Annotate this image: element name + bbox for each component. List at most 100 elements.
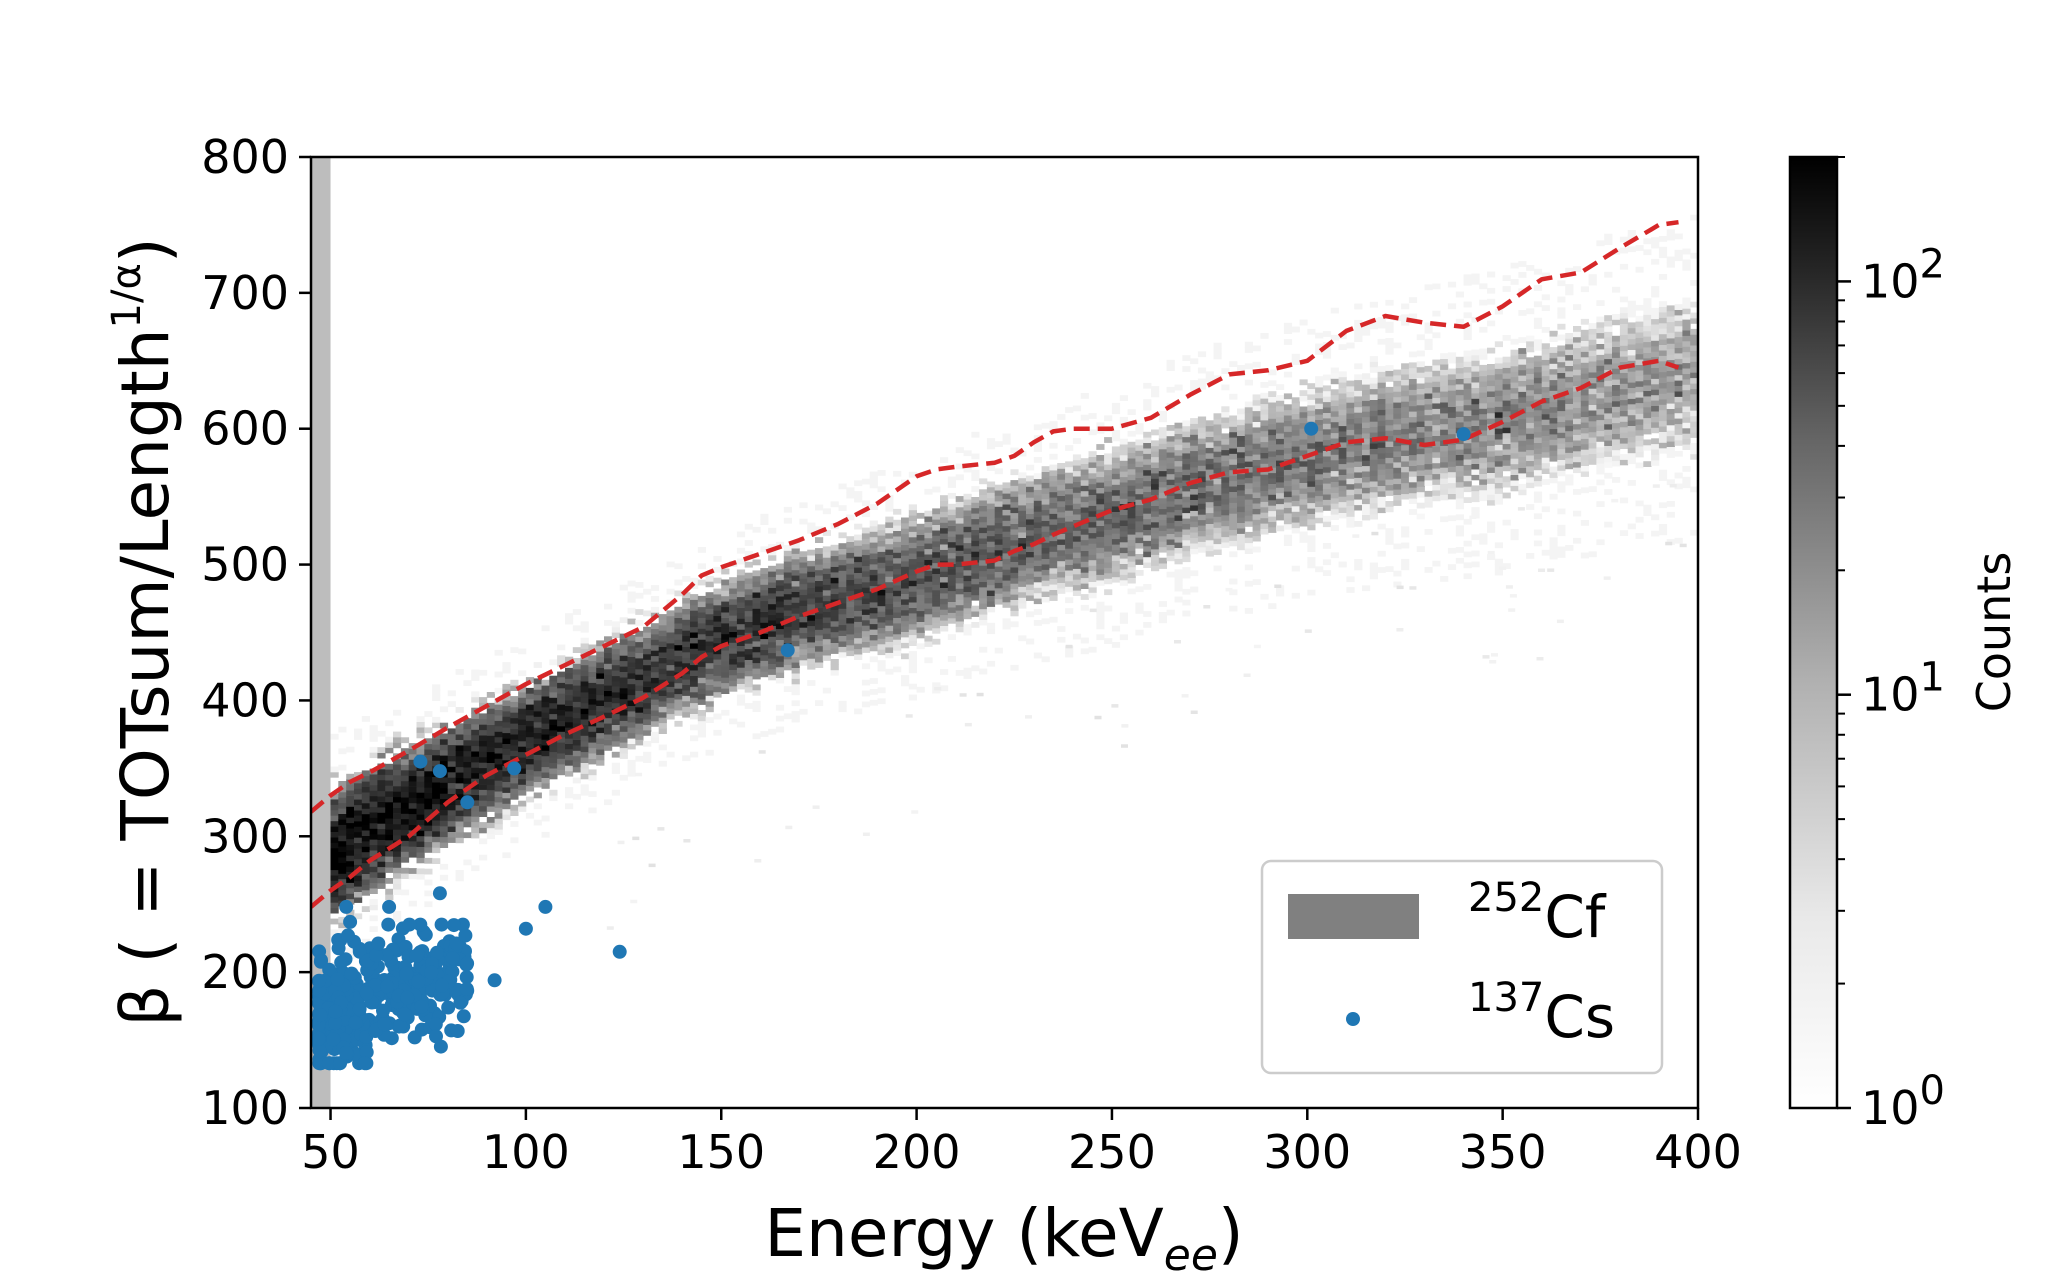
heatmap-cell [1002, 596, 1011, 603]
heatmap-cell [1276, 487, 1285, 494]
heatmap-cell [1197, 367, 1207, 374]
heatmap-cell [1346, 500, 1355, 506]
heatmap-cell [1072, 541, 1082, 548]
heatmap-cell [1354, 319, 1363, 326]
heatmap-cell [1447, 466, 1457, 473]
heatmap-cell [791, 689, 800, 696]
heatmap-cell [1557, 307, 1566, 314]
heatmap-cell [1072, 481, 1082, 488]
heatmap-cell [1643, 249, 1652, 256]
heatmap-cell [1518, 397, 1527, 403]
heatmap-cell [1541, 392, 1550, 398]
heatmap-cell [986, 606, 996, 613]
heatmap-cell [565, 738, 574, 744]
heatmap-cell [736, 694, 746, 701]
heatmap-cell [1369, 410, 1378, 417]
heatmap-cell [666, 751, 675, 758]
heatmap-cell [768, 598, 777, 605]
heatmap-cell [940, 587, 949, 594]
heatmap-cell [1471, 561, 1480, 568]
heatmap-cell [1135, 629, 1144, 636]
heatmap-cell [924, 635, 933, 642]
heatmap-cell [1455, 318, 1464, 325]
heatmap-cell [1268, 440, 1277, 446]
heatmap-cell [1330, 334, 1339, 341]
heatmap-cell [1588, 410, 1597, 416]
heatmap-cell [877, 524, 886, 531]
heatmap-cell [1072, 438, 1082, 444]
heatmap-cell [1440, 451, 1449, 457]
heatmap-cell [1213, 435, 1222, 441]
heatmap-cell [1330, 508, 1339, 515]
heatmap-cell [1596, 398, 1605, 404]
heatmap-cell [1533, 404, 1543, 411]
heatmap-cell [760, 633, 769, 640]
heatmap-cell [955, 517, 964, 524]
heatmap-cell [502, 781, 511, 788]
heatmap-cell [619, 753, 628, 759]
heatmap-cell [1416, 491, 1425, 498]
heatmap-cell [1588, 350, 1597, 357]
heatmap-cell [1455, 465, 1464, 472]
heatmap-cell [1291, 506, 1300, 512]
heatmap-cell [1635, 451, 1644, 458]
heatmap-cell [1174, 547, 1183, 554]
heatmap-cell [1674, 396, 1683, 403]
heatmap-cell [1104, 518, 1113, 525]
heatmap-cell [408, 792, 417, 798]
heatmap-cell [1463, 372, 1472, 378]
heatmap-cell [705, 630, 714, 637]
heatmap-cell [1518, 473, 1527, 479]
heatmap-cell [1315, 435, 1324, 442]
heatmap-cell [416, 846, 425, 853]
heatmap-cell [1393, 472, 1402, 479]
heatmap-cell [1369, 497, 1378, 504]
heatmap-cell [1221, 531, 1230, 538]
heatmap-cell [1346, 402, 1355, 409]
heatmap-cell [971, 583, 980, 590]
heatmap-cell [1057, 473, 1066, 480]
heatmap-cell [565, 700, 574, 706]
heatmap-cell [1533, 382, 1543, 389]
heatmap-cell [619, 709, 628, 716]
heatmap-cell [557, 736, 566, 743]
heatmap-cell [1440, 396, 1449, 403]
heatmap-cell [486, 746, 495, 753]
heatmap-cell [1322, 483, 1332, 489]
heatmap-cell [400, 808, 410, 814]
heatmap-cell [518, 779, 527, 785]
heatmap-cell [1573, 440, 1582, 446]
heatmap-cell [854, 610, 863, 617]
heatmap-cell [1307, 497, 1316, 504]
heatmap-cell [330, 869, 339, 876]
heatmap-cell [1393, 489, 1402, 495]
heatmap-cell [1377, 442, 1386, 448]
heatmap-cell [1213, 511, 1222, 517]
heatmap-cell [408, 819, 417, 825]
heatmap-cell [955, 566, 964, 573]
heatmap-cell [1541, 386, 1550, 393]
heatmap-cell [377, 872, 386, 878]
heatmap-cell [1221, 509, 1230, 516]
heatmap-cell [1166, 539, 1175, 545]
heatmap-cell [565, 705, 574, 712]
heatmap-cell [1291, 522, 1300, 529]
heatmap-cell [346, 909, 355, 916]
heatmap-cell [1541, 327, 1550, 333]
heatmap-cell [1135, 450, 1144, 457]
heatmap-cell [346, 866, 355, 872]
heatmap-cell [408, 748, 417, 755]
heatmap-cell [1322, 559, 1332, 566]
heatmap-cell [822, 562, 831, 569]
heatmap-cell [1557, 410, 1566, 417]
heatmap-cell [330, 766, 339, 773]
heatmap-cell [1252, 497, 1261, 504]
heatmap-cell [1362, 476, 1371, 483]
heatmap-cell [1604, 396, 1613, 403]
heatmap-cell [432, 749, 441, 756]
heatmap-cell [783, 566, 792, 573]
heatmap-cell [1174, 585, 1183, 592]
heatmap-cell [1408, 405, 1418, 412]
heatmap-cell [658, 711, 667, 718]
heatmap-cell [838, 619, 847, 626]
